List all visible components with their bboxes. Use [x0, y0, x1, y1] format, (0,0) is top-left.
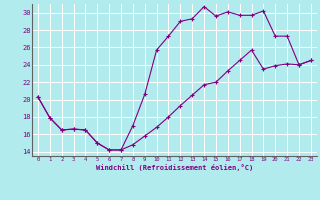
X-axis label: Windchill (Refroidissement éolien,°C): Windchill (Refroidissement éolien,°C) — [96, 164, 253, 171]
